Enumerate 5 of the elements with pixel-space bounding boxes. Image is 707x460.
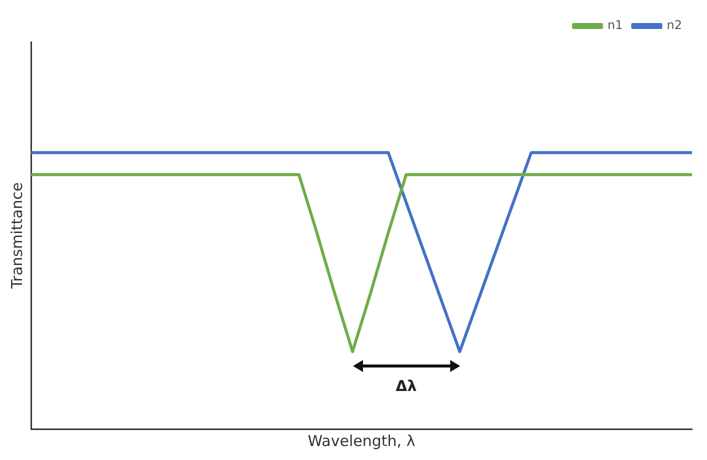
annotation: Δλ [396, 376, 418, 395]
y-axis-title: Transmittance [8, 182, 26, 290]
x-axis-title: Wavelength, λ [308, 432, 416, 450]
legend-label: n2 [666, 18, 682, 32]
legend-label: n1 [608, 18, 623, 32]
